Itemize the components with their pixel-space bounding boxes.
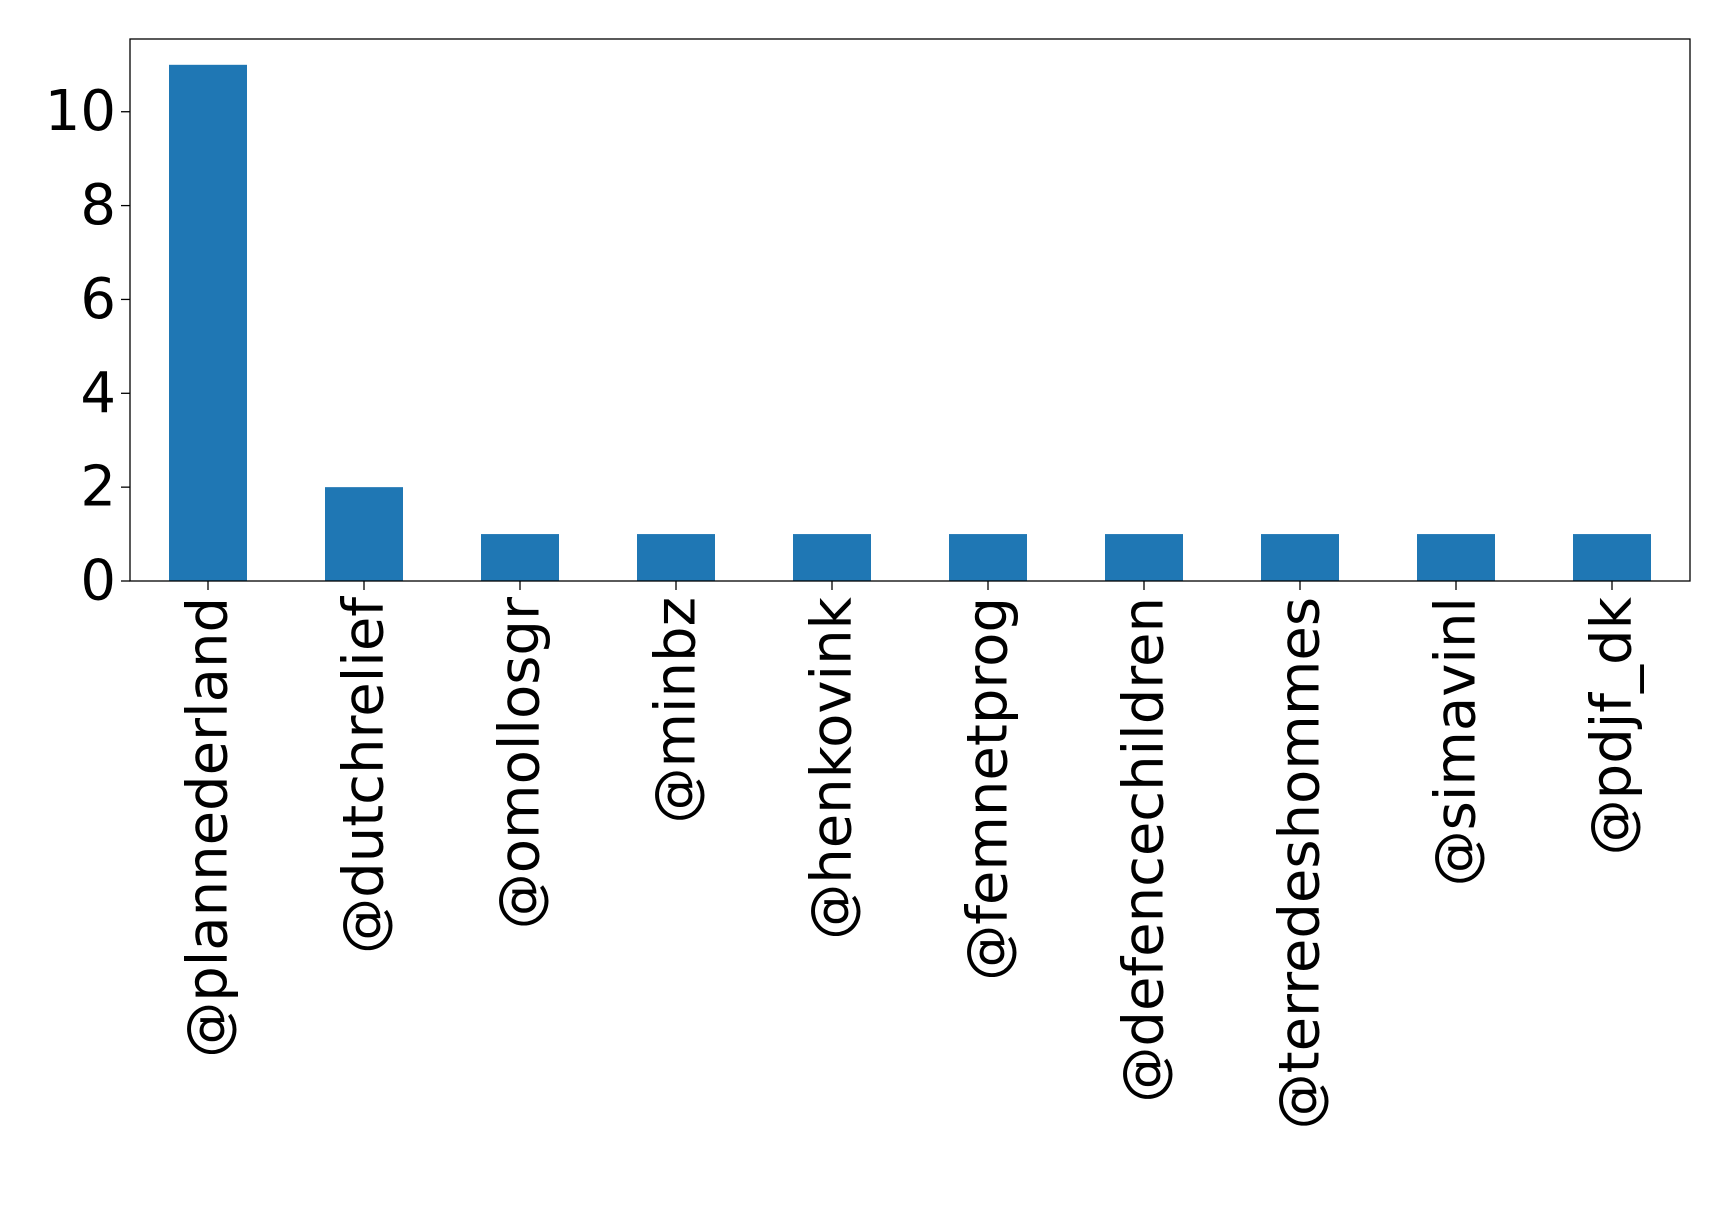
y-tick-label-4: 8 xyxy=(80,173,116,238)
x-tick-label-2: @omollosgr xyxy=(488,596,553,929)
x-tick-label-0: @plannederland xyxy=(176,597,241,1058)
x-tick-label-9: @pdjf_dk xyxy=(1580,596,1645,855)
bar-5 xyxy=(949,534,1027,581)
bar-4 xyxy=(793,534,871,581)
x-tick-label-8: @simavinl xyxy=(1424,597,1489,886)
bar-9 xyxy=(1573,534,1651,581)
y-tick-label-3: 6 xyxy=(80,267,116,332)
x-tick-label-3: @minbz xyxy=(644,597,709,824)
y-tick-label-2: 4 xyxy=(80,361,116,426)
bar-3 xyxy=(637,534,715,581)
x-tick-label-1: @dutchrelief xyxy=(332,596,397,954)
x-tick-label-7: @terredeshommes xyxy=(1268,597,1333,1129)
y-axis: 0 2 4 6 8 10 xyxy=(45,79,130,614)
x-tick-label-4: @henkovink xyxy=(800,596,865,939)
x-axis: @plannederland @dutchrelief @omollosgr @min… xyxy=(176,581,1645,1129)
x-tick-label-6: @defencechildren xyxy=(1112,597,1177,1103)
bars-group xyxy=(169,64,1651,582)
bar-2 xyxy=(481,534,559,581)
bar-6 xyxy=(1105,534,1183,581)
y-tick-label-5: 10 xyxy=(45,79,116,144)
y-tick-label-0: 0 xyxy=(80,549,116,614)
bar-7 xyxy=(1261,534,1339,581)
bar-1 xyxy=(325,487,403,581)
x-tick-label-5: @femnetprog xyxy=(956,597,1021,981)
plot-frame xyxy=(129,38,1691,582)
y-tick-label-1: 2 xyxy=(80,455,116,520)
bar-8 xyxy=(1417,534,1495,581)
bar-0 xyxy=(169,64,247,582)
